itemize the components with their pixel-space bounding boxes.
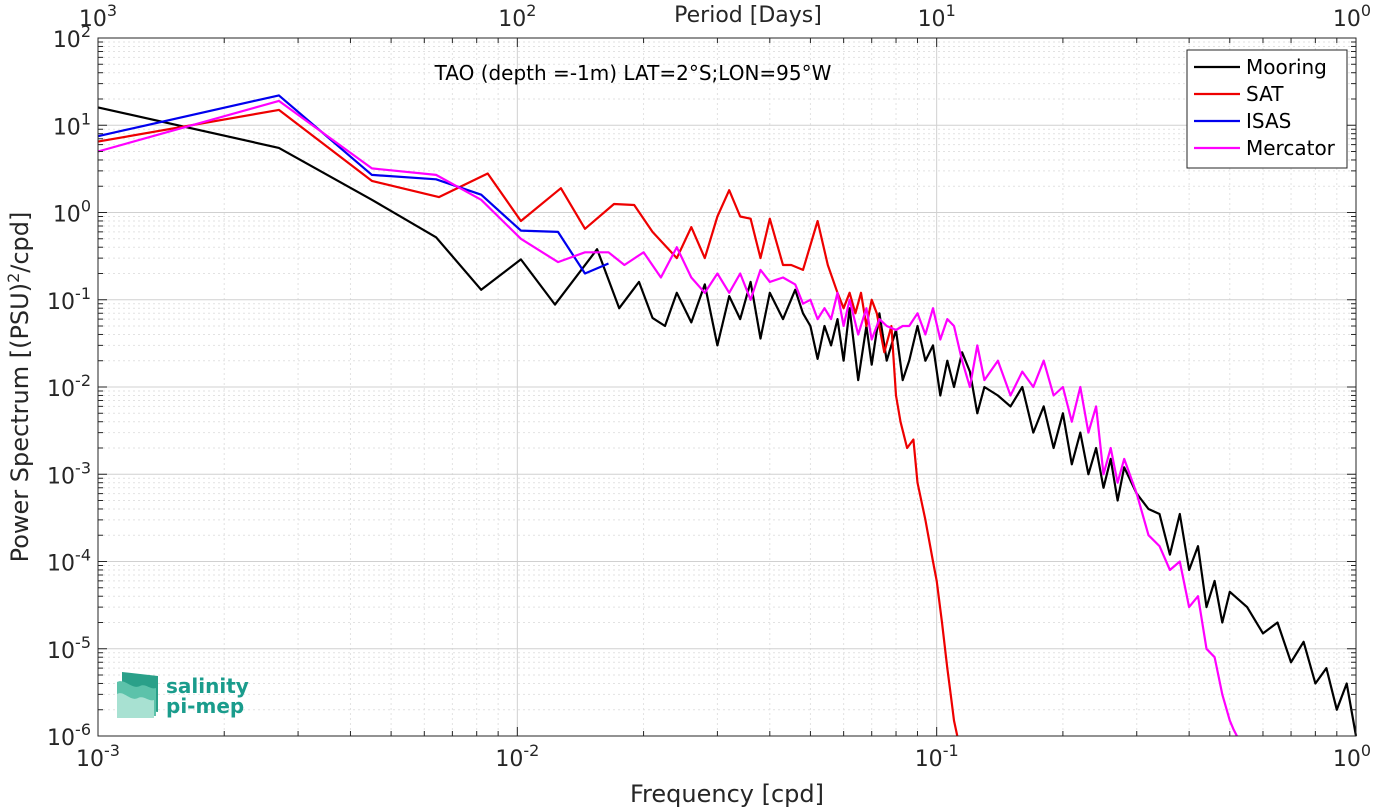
logo-text-line2: pi-mep: [166, 694, 244, 718]
y-tick-label-base: 10: [47, 464, 75, 489]
series-line-sat: [97, 108, 959, 737]
y-tick-label-base: 10: [47, 726, 75, 751]
top-tick-label: 100: [1333, 1, 1371, 32]
y-tick-label: 10-6: [47, 720, 91, 751]
ticks: [97, 38, 1356, 737]
y-tick-label: 10-2: [47, 371, 91, 402]
y-tick-label-base: 10: [53, 203, 81, 228]
y-tick-label-exp: -1: [75, 284, 91, 303]
top-tick-label-base: 10: [79, 7, 107, 32]
top-tick-label: 102: [498, 1, 536, 32]
top-tick-label-exp: 1: [946, 1, 956, 20]
y-tick-label: 10-3: [47, 458, 91, 489]
y-tick-label-base: 10: [47, 552, 75, 577]
chart-title: TAO (depth =-1m) LAT=2°S;LON=95°W: [434, 61, 832, 85]
y-tick-label: 101: [53, 109, 91, 140]
y-tick-label: 102: [53, 22, 91, 53]
y-axis-label-sup: 2: [4, 273, 23, 283]
x-axis-label: Frequency [cpd]: [630, 780, 824, 808]
x-tick-label-base: 10: [76, 747, 104, 772]
y-axis-label-part1: Power Spectrum [(PSU): [6, 283, 34, 562]
x-tick-label-base: 10: [495, 747, 523, 772]
y-axis-label: Power Spectrum [(PSU)2/cpd]: [4, 212, 34, 563]
y-tick-label-base: 10: [47, 639, 75, 664]
y-tick-label-base: 10: [47, 377, 75, 402]
y-tick-label-exp: 1: [81, 109, 91, 128]
y-tick-label: 100: [53, 197, 91, 228]
y-tick-label: 10-1: [47, 284, 91, 315]
top-axis-label: Period [Days]: [674, 3, 822, 28]
x-tick-label-exp: 0: [1361, 741, 1371, 760]
logo-wave-front: [117, 693, 154, 718]
y-tick-label-exp: -2: [75, 371, 91, 390]
y-tick-label: 10-5: [47, 633, 91, 664]
x-tick-label-base: 10: [915, 747, 943, 772]
top-tick-label-base: 10: [918, 7, 946, 32]
y-tick-label-exp: -6: [75, 720, 91, 739]
x-tick-label-base: 10: [1333, 747, 1361, 772]
legend: Mooring SAT ISAS Mercator: [1186, 49, 1348, 169]
x-tick-label: 100: [1333, 741, 1371, 772]
y-tick-label-exp: 0: [81, 197, 91, 216]
top-tick-label-base: 10: [498, 7, 526, 32]
series-line-mercator: [97, 99, 1238, 737]
top-tick-label-exp: 0: [1361, 1, 1371, 20]
series-line-isas: [97, 94, 609, 275]
legend-label-mooring: Mooring: [1246, 55, 1327, 79]
y-axis-label-part2: /cpd]: [6, 212, 34, 273]
y-tick-label-exp: -4: [75, 546, 91, 565]
y-tick-label-exp: -5: [75, 633, 91, 652]
x-tick-label: 10-3: [76, 741, 120, 772]
y-tick-label-base: 10: [53, 28, 81, 53]
top-tick-label-exp: 3: [107, 1, 117, 20]
top-tick-label-base: 10: [1333, 7, 1361, 32]
y-tick-label-exp: 2: [81, 22, 91, 41]
x-tick-label: 10-1: [915, 741, 959, 772]
legend-label-sat: SAT: [1246, 82, 1284, 106]
series-line-mooring: [97, 106, 1358, 737]
series-lines: [97, 94, 1358, 737]
logo-text-line1: salinity: [166, 674, 249, 698]
legend-label-isas: ISAS: [1246, 109, 1291, 133]
x-tick-label: 10-2: [495, 741, 539, 772]
top-tick-label-exp: 2: [526, 1, 536, 20]
x-tick-label-exp: -2: [523, 741, 539, 760]
salinity-pi-mep-logo: salinity pi-mep: [117, 672, 249, 718]
top-tick-label: 103: [79, 1, 117, 32]
y-tick-label-base: 10: [47, 290, 75, 315]
x-tick-label-exp: -1: [943, 741, 959, 760]
top-tick-label: 101: [918, 1, 956, 32]
y-tick-label-exp: -3: [75, 458, 91, 477]
x-tick-label-exp: -3: [104, 741, 120, 760]
y-tick-label: 10-4: [47, 546, 91, 577]
legend-label-mercator: Mercator: [1246, 136, 1336, 160]
y-tick-label-base: 10: [53, 115, 81, 140]
